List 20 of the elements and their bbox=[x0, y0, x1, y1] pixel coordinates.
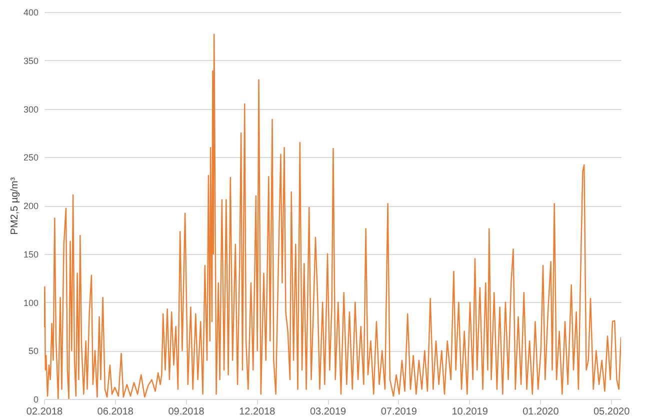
y-tick-label: 100 bbox=[23, 298, 38, 308]
x-tick-label: 12.2018 bbox=[239, 406, 276, 418]
x-tick-label: 05.2020 bbox=[594, 406, 630, 418]
x-tick-label: 09.2018 bbox=[168, 406, 205, 418]
x-tick-label: 07.2019 bbox=[380, 406, 418, 418]
y-tick-label: 300 bbox=[23, 104, 38, 114]
x-tick-label: 06.2018 bbox=[97, 406, 134, 418]
y-tick-label: 0 bbox=[33, 394, 38, 404]
y-tick-label: 150 bbox=[23, 249, 38, 260]
y-tick-label: 50 bbox=[28, 346, 38, 356]
y-tick-label: 350 bbox=[23, 56, 38, 66]
x-tick-label: 10.2019 bbox=[452, 406, 488, 418]
y-axis-title: PM2,5 µg/m³ bbox=[9, 176, 20, 235]
x-tick-label: 01.2020 bbox=[522, 406, 560, 418]
line-series bbox=[44, 34, 621, 399]
y-tick-label: 200 bbox=[23, 201, 38, 211]
x-tick-label: 02.2018 bbox=[26, 406, 64, 418]
y-tick-label: 250 bbox=[23, 152, 38, 163]
x-tick-label: 03.2019 bbox=[310, 406, 347, 418]
y-tick-label: 400 bbox=[23, 8, 38, 18]
